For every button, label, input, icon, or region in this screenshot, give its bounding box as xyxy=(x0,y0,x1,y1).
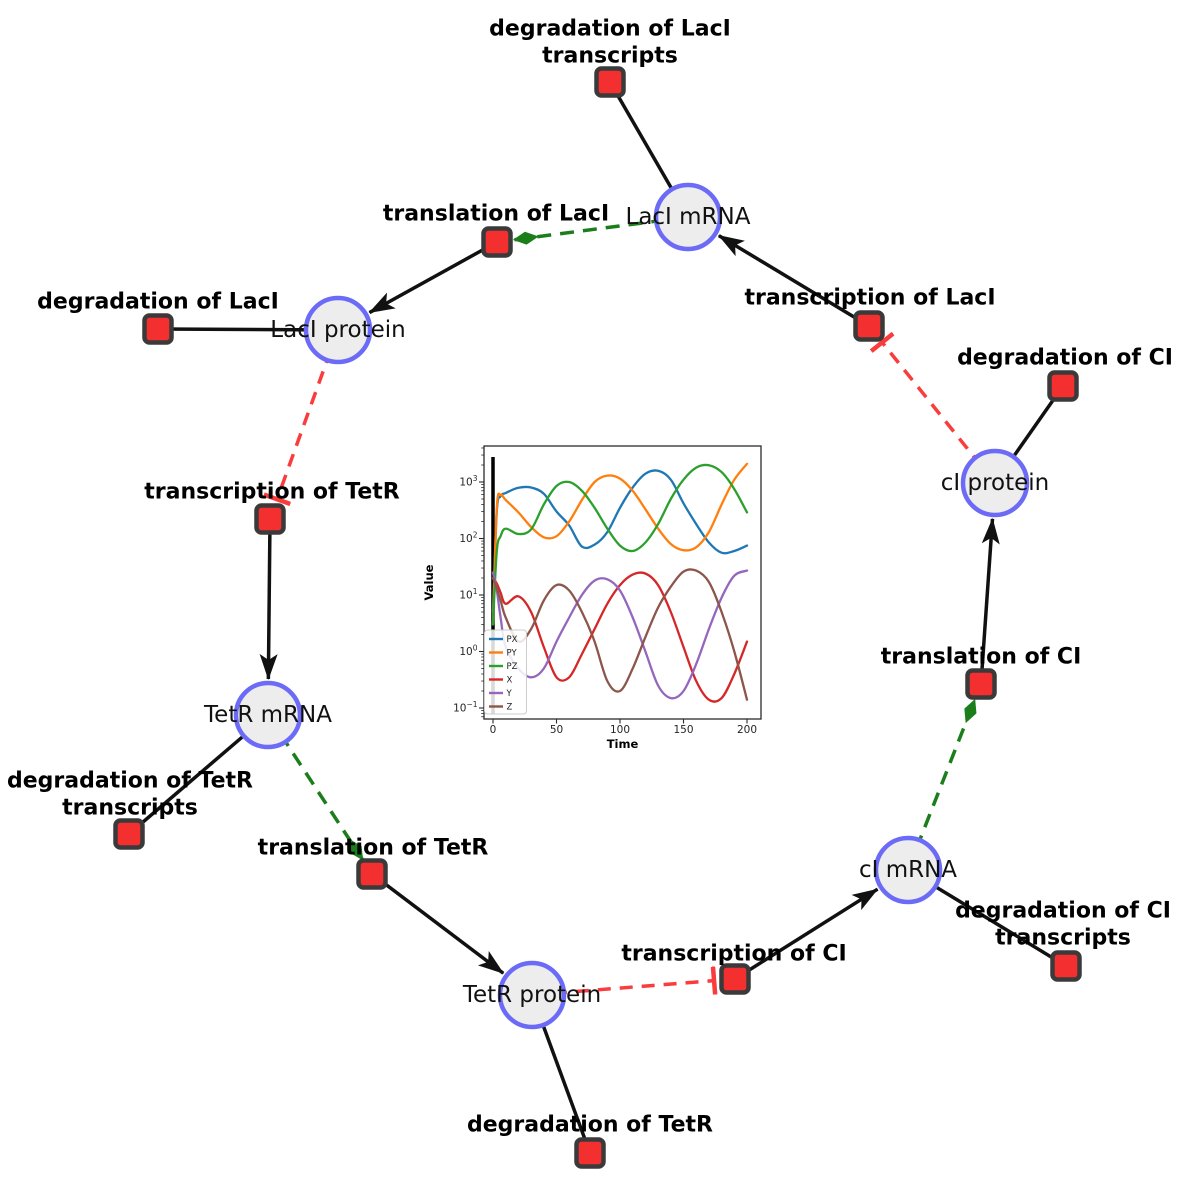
y-axis-title: Value xyxy=(422,564,436,600)
series-line-py xyxy=(491,462,749,626)
reaction-label-deg-laci-tx-line1: degradation of LacI xyxy=(489,17,731,42)
edge-production-translation-tetr-tetr-protein xyxy=(370,872,505,975)
reaction-label-translation-laci: translation of LacI xyxy=(383,202,609,227)
y-tick-label: 10−1 xyxy=(453,700,478,715)
species-label-ci-protein: cI protein xyxy=(941,470,1050,496)
reaction-node-translation-ci[interactable] xyxy=(965,668,997,700)
edge-production-transcription-ci-ci-mrna xyxy=(734,887,879,981)
legend-label-y: Y xyxy=(506,689,513,699)
legend-label-z: Z xyxy=(507,703,513,713)
reaction-label-transcription-tetr: transcription of TetR xyxy=(144,480,400,505)
species-node-tetr-protein[interactable] xyxy=(497,960,567,1030)
label-layer: degradation of LacItranscriptstranslatio… xyxy=(7,17,1173,1138)
y-tick-label: 100 xyxy=(459,644,477,659)
edge-production-transcription-tetr-tetr-mrna xyxy=(259,518,278,681)
reaction-label-translation-tetr: translation of TetR xyxy=(258,836,489,861)
reaction-label-deg-ci: degradation of CI xyxy=(957,346,1173,371)
species-node-laci-mrna[interactable] xyxy=(653,182,723,252)
reaction-node-deg-laci[interactable] xyxy=(142,313,174,345)
species-node-tetr-mrna[interactable] xyxy=(233,680,303,750)
series-line-x xyxy=(491,571,749,703)
legend-label-x: X xyxy=(507,676,513,686)
reaction-label-translation-ci: translation of CI xyxy=(881,645,1082,670)
reaction-node-deg-tetr-tx[interactable] xyxy=(113,818,145,850)
y-tick-label: 101 xyxy=(459,587,477,602)
reaction-node-deg-tetr[interactable] xyxy=(574,1137,606,1169)
reaction-node-deg-ci[interactable] xyxy=(1047,370,1079,402)
reaction-label-deg-ci-tx-line1: degradation of CI xyxy=(955,899,1171,924)
x-axis-title: Time xyxy=(607,737,639,751)
x-tick-label: 0 xyxy=(490,724,497,736)
edge-production-translation-ci-ci-protein xyxy=(979,517,1000,685)
species-node-ci-mrna[interactable] xyxy=(873,835,943,905)
reaction-node-deg-laci-tx[interactable] xyxy=(594,66,626,98)
species-label-laci-protein: LacI protein xyxy=(270,317,405,343)
species-label-tetr-protein: TetR protein xyxy=(462,982,601,1008)
reaction-label-transcription-ci: transcription of CI xyxy=(621,942,846,967)
reaction-label-deg-ci-tx-line2: transcripts xyxy=(995,926,1131,951)
legend-box xyxy=(484,629,527,715)
reaction-label-deg-tetr-tx-line1: degradation of TetR xyxy=(7,769,253,794)
reaction-label-transcription-laci: transcription of LacI xyxy=(744,286,995,311)
legend-label-py: PY xyxy=(507,649,518,659)
reaction-label-deg-laci-tx-line2: transcripts xyxy=(542,44,678,69)
reaction-label-deg-tetr-tx-line2: transcripts xyxy=(62,796,198,821)
reaction-node-transcription-ci[interactable] xyxy=(719,963,751,995)
edge-production-translation-laci-laci-protein xyxy=(368,240,498,315)
species-label-laci-mrna: LacI mRNA xyxy=(626,204,751,230)
simulation-inset-chart: 0 50 100 150 20010−1100101102103TimeValuePXP… xyxy=(422,445,762,751)
reaction-label-deg-tetr: degradation of TetR xyxy=(467,1113,713,1138)
legend: PX PY PZ XYZ xyxy=(484,629,527,715)
legend-label-pz: PZ xyxy=(507,662,518,672)
x-tick-label: 150 xyxy=(673,724,693,736)
reaction-node-deg-ci-tx[interactable] xyxy=(1050,950,1082,982)
edge-production-transcription-laci-laci-mrna xyxy=(717,234,870,328)
y-tick-label: 103 xyxy=(459,474,477,489)
legend-label-px: PX xyxy=(507,635,518,645)
reaction-node-translation-laci[interactable] xyxy=(481,226,513,258)
node-layer xyxy=(113,66,1082,1169)
x-tick-label: 50 xyxy=(550,724,563,736)
series-line-pz xyxy=(491,463,749,626)
x-tick-label: 100 xyxy=(610,724,630,736)
reaction-node-transcription-tetr[interactable] xyxy=(254,503,286,535)
reaction-label-deg-laci: degradation of LacI xyxy=(37,290,279,315)
species-node-ci-protein[interactable] xyxy=(960,448,1030,518)
y-tick-label: 102 xyxy=(459,531,477,546)
species-label-ci-mrna: cI mRNA xyxy=(859,857,957,883)
x-tick-label: 200 xyxy=(737,724,757,736)
species-label-tetr-mrna: TetR mRNA xyxy=(203,702,332,728)
reaction-node-translation-tetr[interactable] xyxy=(356,858,388,890)
series-line-px xyxy=(491,469,749,614)
species-node-laci-protein[interactable] xyxy=(303,295,373,365)
reaction-node-transcription-laci[interactable] xyxy=(853,310,885,342)
